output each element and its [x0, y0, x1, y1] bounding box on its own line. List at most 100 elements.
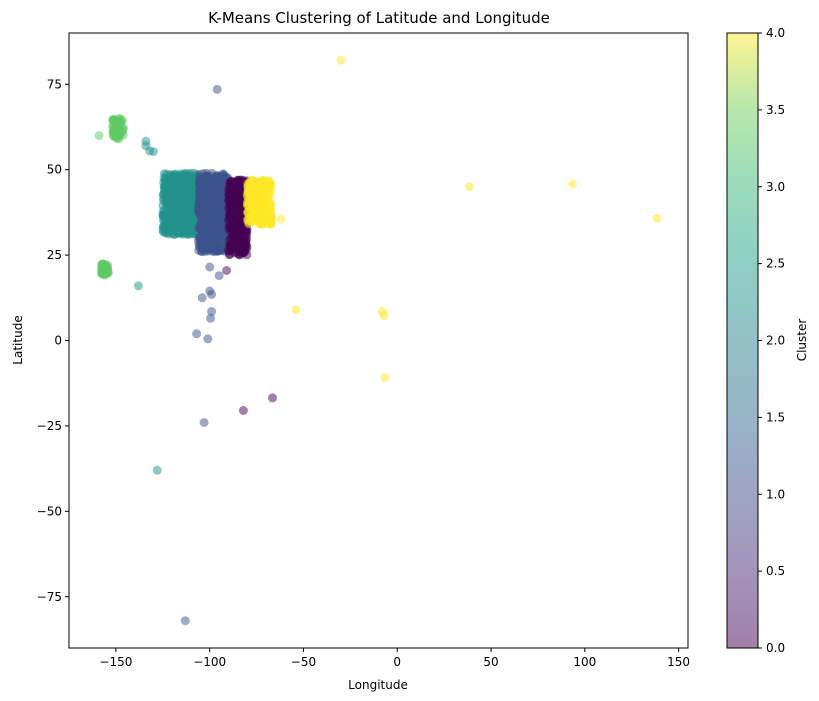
data-point: [160, 180, 170, 190]
x-axis: −150 −100 −50 0 50 100 150: [99, 648, 690, 669]
data-point: [199, 418, 209, 427]
data-point: [205, 199, 214, 208]
data-point: [291, 305, 301, 315]
data-point: [222, 266, 232, 275]
data-point: [210, 245, 220, 255]
data-point: [180, 616, 190, 626]
data-point: [240, 229, 250, 239]
colorbar-tick-label: 0.5: [766, 564, 785, 578]
data-point: [197, 185, 207, 195]
colorbar-ticks: 0.0 0.5 1.0 1.5 2.0 2.5 3.0 3.5 4.0: [758, 26, 785, 655]
dense-region-cluster-0: [223, 175, 252, 260]
data-point: [164, 211, 174, 221]
data-point: [206, 313, 216, 323]
data-point: [205, 262, 215, 272]
x-tick-label: 150: [667, 655, 690, 669]
data-point: [180, 225, 189, 235]
data-point: [232, 212, 242, 222]
data-point: [165, 191, 175, 201]
data-point: [247, 209, 257, 219]
data-point: [218, 171, 228, 181]
data-point: [94, 131, 104, 140]
data-point: [203, 334, 213, 344]
data-point: [195, 169, 205, 179]
data-point: [228, 195, 238, 205]
data-point: [652, 213, 662, 223]
data-point: [276, 214, 286, 224]
data-point: [184, 182, 194, 191]
colorbar-tick-label: 1.5: [766, 410, 785, 424]
data-point: [465, 182, 474, 192]
y-tick-label: −25: [37, 419, 62, 433]
data-point: [254, 191, 263, 201]
y-tick-label: 25: [47, 248, 62, 262]
data-point: [164, 219, 174, 229]
data-point: [165, 170, 175, 180]
colorbar-tick-label: 4.0: [766, 26, 785, 40]
data-point: [263, 205, 273, 215]
y-axis: −75 −50 −25 0 25 50 75: [37, 77, 69, 604]
colorbar-tick-label: 2.0: [766, 334, 785, 348]
data-point: [247, 180, 257, 190]
colorbar-tick-label: 2.5: [766, 257, 785, 271]
data-point: [110, 123, 120, 133]
y-tick-label: 0: [54, 334, 62, 348]
x-tick-label: 0: [393, 655, 401, 669]
data-point: [115, 113, 125, 123]
data-point: [568, 179, 578, 189]
data-point: [238, 406, 248, 415]
data-point: [268, 393, 277, 403]
data-point: [242, 190, 252, 200]
x-tick-label: −50: [291, 655, 316, 669]
x-tick-label: 50: [483, 655, 498, 669]
data-point: [261, 212, 271, 222]
colorbar-tick-label: 1.0: [766, 487, 785, 501]
data-point: [152, 465, 162, 475]
data-point: [255, 202, 265, 212]
data-point: [225, 240, 235, 250]
colorbar-label: Cluster: [795, 319, 809, 362]
data-point: [230, 230, 240, 240]
data-point: [336, 55, 346, 65]
data-point: [207, 289, 217, 299]
y-tick-label: −75: [37, 590, 62, 604]
data-point: [180, 200, 190, 210]
data-point: [210, 208, 220, 218]
x-axis-label: Longitude: [348, 678, 408, 692]
data-point: [172, 218, 182, 228]
dense-region-cluster-2: [158, 168, 203, 239]
data-point: [207, 307, 217, 316]
y-tick-label: 75: [47, 77, 62, 91]
plot-frame: [68, 32, 689, 649]
data-point: [380, 372, 390, 382]
colorbar-tick-label: 0.0: [766, 641, 785, 655]
data-point: [212, 84, 222, 94]
data-point: [162, 227, 172, 237]
data-point: [379, 311, 389, 321]
y-axis-label: Latitude: [11, 315, 25, 364]
data-point: [244, 219, 254, 229]
x-tick-label: 100: [573, 655, 596, 669]
data-point: [197, 247, 207, 256]
plot-points: [94, 55, 662, 626]
x-tick-label: −100: [193, 655, 226, 669]
data-point: [118, 124, 128, 134]
colorbar-gradient: [727, 33, 758, 648]
data-point: [177, 188, 186, 198]
colorbar-tick-label: 3.0: [766, 180, 785, 194]
data-point: [97, 268, 107, 277]
colorbar: 0.0 0.5 1.0 1.5 2.0 2.5 3.0 3.5 4.0 Cluster: [726, 26, 809, 655]
colorbar-tick-label: 3.5: [766, 103, 785, 117]
data-point: [232, 177, 242, 187]
dense-region-cluster-3: [96, 259, 113, 280]
y-tick-label: 50: [47, 163, 62, 177]
data-point: [168, 198, 178, 208]
data-point: [214, 271, 224, 281]
data-point: [215, 230, 225, 239]
data-point: [199, 226, 208, 236]
data-point: [192, 329, 202, 339]
data-point: [235, 183, 244, 193]
y-tick-label: −50: [37, 504, 62, 518]
data-point: [224, 182, 234, 192]
